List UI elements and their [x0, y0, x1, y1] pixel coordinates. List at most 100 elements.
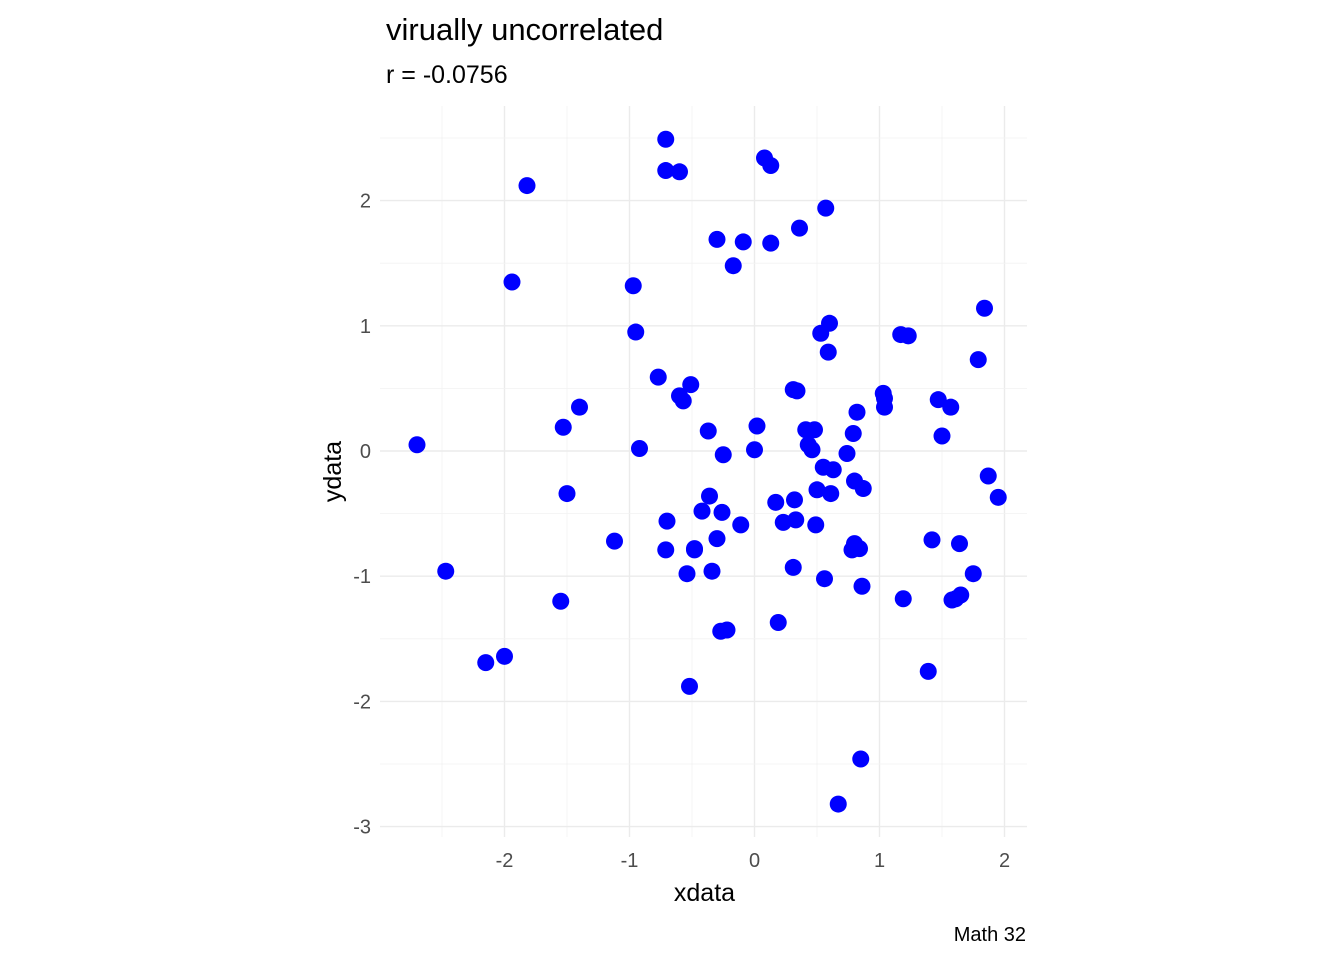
- data-point: [503, 273, 521, 291]
- data-point: [929, 391, 947, 409]
- data-point: [682, 376, 700, 394]
- chart-subtitle: r = -0.0756: [386, 61, 508, 89]
- data-point: [681, 677, 698, 695]
- data-point: [964, 565, 982, 583]
- chart-title: virually uncorrelated: [386, 12, 663, 47]
- data-point: [989, 488, 1007, 506]
- data-point: [649, 368, 667, 386]
- data-point: [657, 162, 675, 180]
- data-point: [969, 351, 987, 369]
- data-point: [821, 314, 838, 332]
- data-point: [951, 535, 968, 553]
- data-point: [606, 532, 623, 550]
- data-point: [734, 233, 752, 251]
- data-point: [571, 398, 588, 416]
- data-point: [784, 558, 802, 576]
- x-tick-label: 2: [999, 850, 1010, 872]
- y-tick-label: 2: [360, 191, 371, 213]
- data-point: [732, 516, 750, 534]
- y-axis-label: ydata: [319, 441, 347, 502]
- data-point: [671, 163, 688, 181]
- data-point: [808, 481, 826, 499]
- data-point: [746, 441, 763, 459]
- data-point: [769, 614, 787, 632]
- y-tick-label: -1: [353, 566, 371, 588]
- data-point: [762, 234, 780, 252]
- y-tick-label: 0: [360, 441, 371, 463]
- data-point: [952, 586, 970, 604]
- data-point: [627, 323, 645, 341]
- x-tick-label: 0: [749, 850, 760, 872]
- data-point: [554, 418, 572, 436]
- data-point: [674, 392, 692, 410]
- data-point: [838, 445, 856, 463]
- data-point: [657, 541, 675, 559]
- data-point: [718, 621, 736, 639]
- data-point: [437, 562, 455, 580]
- x-tick-label: 1: [874, 850, 885, 872]
- data-point: [854, 480, 872, 498]
- data-point: [791, 219, 808, 237]
- data-point: [819, 343, 837, 361]
- data-point: [803, 441, 821, 459]
- x-tick-label: -2: [496, 850, 514, 872]
- data-point: [787, 511, 805, 529]
- y-tick-label: -3: [353, 817, 371, 839]
- data-point: [829, 795, 847, 813]
- data-point: [824, 461, 842, 479]
- data-point: [786, 491, 803, 509]
- x-axis-ticks: -2 -1 0 1 2: [496, 850, 1010, 872]
- data-point: [899, 327, 917, 345]
- data-point: [919, 662, 937, 680]
- data-point: [822, 485, 840, 503]
- data-point: [894, 590, 912, 608]
- data-point: [701, 487, 718, 505]
- data-point: [558, 485, 576, 503]
- data-point: [807, 516, 825, 534]
- data-point: [767, 493, 785, 511]
- data-point: [748, 417, 766, 435]
- y-tick-label: -2: [353, 691, 371, 713]
- data-point: [979, 467, 997, 485]
- x-tick-label: -1: [621, 850, 639, 872]
- x-axis-label: xdata: [674, 879, 735, 907]
- data-point: [552, 592, 570, 610]
- data-point: [788, 382, 806, 400]
- data-point: [708, 530, 726, 548]
- data-point: [817, 199, 835, 217]
- data-point: [852, 750, 870, 768]
- data-point: [713, 503, 731, 521]
- data-point: [844, 424, 862, 442]
- grid-lines: [380, 106, 1027, 837]
- data-point: [942, 398, 960, 416]
- y-axis-ticks: -3 -2 -1 0 1 2: [353, 191, 371, 839]
- data-point: [657, 130, 675, 148]
- data-points: [408, 130, 1007, 813]
- data-point: [678, 565, 696, 583]
- data-point: [699, 422, 717, 440]
- data-point: [658, 512, 676, 530]
- data-point: [693, 502, 711, 520]
- data-point: [816, 570, 833, 588]
- data-point: [976, 299, 993, 317]
- data-point: [806, 421, 823, 439]
- data-point: [762, 157, 780, 175]
- data-point: [703, 562, 721, 580]
- chart-caption: Math 32: [954, 924, 1026, 946]
- data-point: [496, 647, 513, 665]
- data-point: [933, 427, 951, 445]
- data-point: [724, 257, 742, 275]
- data-point: [848, 403, 866, 421]
- data-point: [851, 540, 868, 558]
- data-point: [708, 230, 726, 248]
- data-point: [631, 439, 648, 457]
- data-point: [518, 177, 536, 195]
- data-point: [714, 446, 732, 464]
- data-point: [853, 577, 871, 595]
- data-point: [477, 654, 495, 672]
- data-point: [923, 531, 941, 549]
- data-point: [876, 389, 893, 407]
- y-tick-label: 1: [360, 316, 371, 338]
- data-point: [624, 277, 642, 295]
